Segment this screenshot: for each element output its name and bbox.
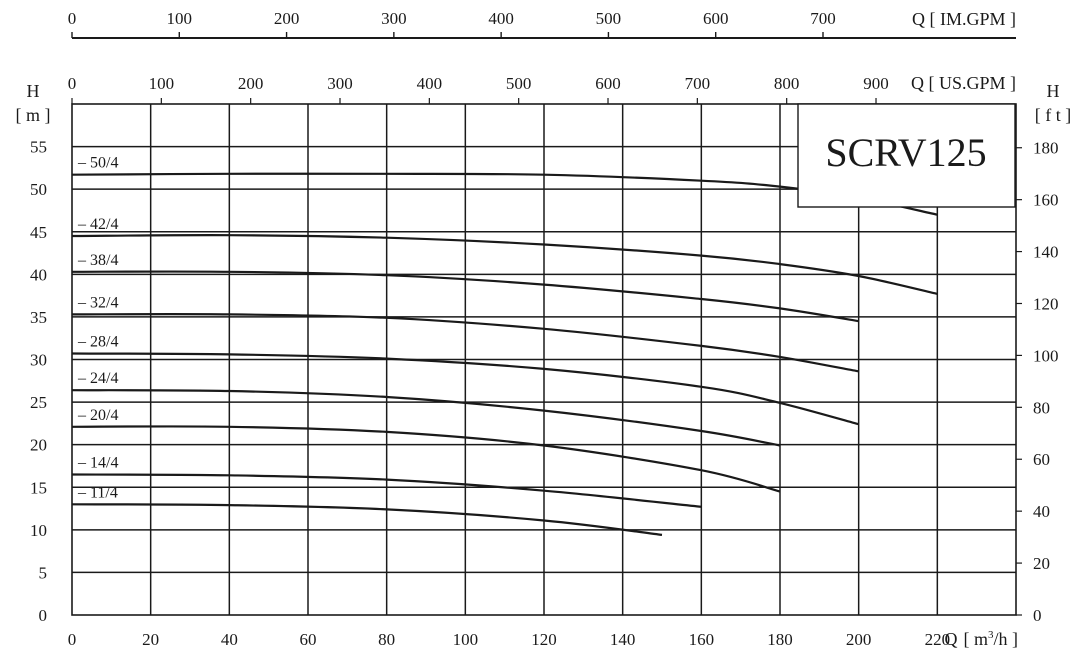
curve-28-4 — [71, 352, 859, 426]
y-left-tick-label: 0 — [39, 606, 48, 625]
curve-11-4 — [71, 503, 663, 536]
top-us-tick-label: 300 — [327, 74, 353, 93]
x-tick-label: 40 — [221, 630, 238, 649]
curve-label: – 24/4 — [77, 370, 118, 387]
chart-title: SCRV125 — [825, 130, 986, 175]
y-right-tick-label: 0 — [1033, 606, 1042, 625]
top-im-tick-label: 300 — [381, 9, 407, 28]
y-left-tick-label: 45 — [30, 223, 47, 242]
x-tick-label: 220 — [925, 630, 951, 649]
bottom-axis-unit-sup: 3 — [988, 629, 994, 641]
y-left-tick-label: 55 — [30, 138, 47, 157]
y-left-tick-label: 5 — [39, 563, 48, 582]
curve-label: – 32/4 — [77, 294, 118, 311]
curve-label: – 42/4 — [77, 216, 118, 233]
bottom-axis-label: Q [ m3/h ] — [945, 629, 1019, 649]
curve-label: – 20/4 — [77, 407, 118, 424]
curve-38-4 — [71, 270, 859, 323]
top-us-tick-label: 400 — [417, 74, 443, 93]
left-axis-unit: [ m ] — [16, 105, 51, 125]
right-axis-label: H — [1047, 81, 1060, 101]
left-axis-label: H — [27, 81, 40, 101]
performance-curves: – 50/4 – 42/4 – 38/4 – 32/4 – 28/4 – 24/4 – 20… — [71, 155, 938, 536]
top-us-tick-label: 100 — [149, 74, 175, 93]
grid-lines — [71, 103, 1017, 616]
curve-label: – 50/4 — [77, 155, 118, 172]
x-tick-label: 120 — [531, 630, 557, 649]
y-left-tick-label: 15 — [30, 478, 47, 497]
y-right-tick-label: 40 — [1033, 502, 1050, 521]
curve-label: – 28/4 — [77, 334, 118, 351]
y-left-tick-label: 25 — [30, 393, 47, 412]
top-im-axis-label: Q [ IM.GPM ] — [912, 9, 1016, 29]
model-badge — [797, 103, 1016, 208]
x-tick-label: 80 — [378, 630, 395, 649]
bottom-axis-unit-open: [ m — [964, 629, 989, 649]
bottom-axis-q: Q — [945, 629, 958, 649]
axes: 0 20 40 60 80 100 120 140 160 180 200 2200510152025… — [30, 9, 1059, 649]
y-left-tick-label: 30 — [30, 351, 47, 370]
y-right-tick-label: 80 — [1033, 398, 1050, 417]
x-tick-label: 160 — [689, 630, 715, 649]
top-im-tick-label: 700 — [810, 9, 836, 28]
x-tick-label: 140 — [610, 630, 636, 649]
top-us-axis-label: Q [ US.GPM ] — [911, 73, 1016, 93]
top-us-tick-label: 700 — [685, 74, 711, 93]
top-us-tick-label: 500 — [506, 74, 532, 93]
curve-label: – 14/4 — [77, 454, 118, 471]
x-tick-label: 20 — [142, 630, 159, 649]
bottom-axis-unit-close: /h ] — [994, 629, 1019, 649]
curve-label: – 38/4 — [77, 252, 118, 269]
top-us-tick-label: 900 — [863, 74, 889, 93]
y-left-tick-label: 20 — [30, 436, 47, 455]
y-right-tick-label: 180 — [1033, 139, 1059, 158]
curve-32-4 — [71, 313, 859, 373]
x-tick-label: 200 — [846, 630, 872, 649]
top-us-tick-label: 600 — [595, 74, 621, 93]
top-im-tick-label: 600 — [703, 9, 729, 28]
top-us-tick-label: 200 — [238, 74, 264, 93]
top-im-tick-label: 0 — [68, 9, 77, 28]
x-tick-label: 0 — [68, 630, 77, 649]
y-left-tick-label: 35 — [30, 308, 47, 327]
curve-label: – 11/4 — [77, 484, 118, 501]
top-im-tick-label: 100 — [167, 9, 193, 28]
curve-20-4 — [71, 425, 781, 493]
y-left-tick-label: 50 — [30, 180, 47, 199]
curve-24-4 — [71, 389, 781, 447]
top-im-tick-label: 200 — [274, 9, 300, 28]
y-right-tick-label: 140 — [1033, 243, 1059, 262]
y-right-tick-label: 60 — [1033, 450, 1050, 469]
y-right-tick-label: 20 — [1033, 554, 1050, 573]
top-us-tick-label: 800 — [774, 74, 800, 93]
top-im-tick-label: 400 — [488, 9, 514, 28]
y-right-tick-label: 100 — [1033, 346, 1059, 365]
y-left-tick-label: 40 — [30, 265, 47, 284]
curve-14-4 — [71, 473, 702, 508]
right-axis-unit: [ f t ] — [1035, 105, 1071, 125]
y-right-tick-label: 160 — [1033, 191, 1059, 210]
x-tick-label: 100 — [453, 630, 479, 649]
top-us-tick-label: 0 — [68, 74, 77, 93]
x-tick-label: 180 — [767, 630, 793, 649]
top-im-tick-label: 500 — [596, 9, 622, 28]
x-tick-label: 60 — [300, 630, 317, 649]
curve-42-4 — [71, 234, 938, 295]
y-right-tick-label: 120 — [1033, 294, 1059, 313]
y-left-tick-label: 10 — [30, 521, 47, 540]
